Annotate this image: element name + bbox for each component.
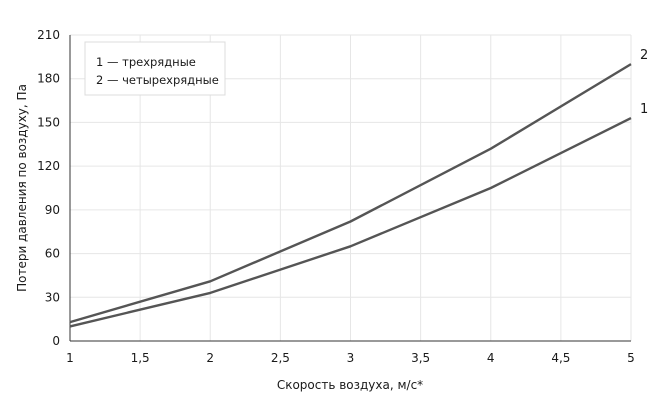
series-end-label-1: 1 bbox=[640, 102, 648, 117]
x-tick-label: 4 bbox=[487, 351, 495, 365]
x-tick-label: 2 bbox=[206, 351, 214, 365]
x-tick-label: 3 bbox=[347, 351, 355, 365]
legend: 1 — трехрядные 2 — четырехрядные bbox=[84, 41, 226, 96]
y-tick-label: 0 bbox=[52, 334, 60, 348]
x-tick-label: 1,5 bbox=[131, 351, 150, 365]
legend-item-1: 1 — трехрядные bbox=[96, 55, 196, 69]
y-tick-label: 150 bbox=[37, 115, 60, 129]
x-tick-label: 5 bbox=[627, 351, 635, 365]
y-tick-label: 90 bbox=[45, 203, 60, 217]
x-tick-label: 3,5 bbox=[411, 351, 430, 365]
series-end-label-2: 2 bbox=[640, 48, 648, 63]
x-axis-label: Скорость воздуха, м/с* bbox=[277, 378, 423, 392]
y-tick-label: 210 bbox=[37, 28, 60, 42]
legend-box bbox=[84, 41, 226, 96]
y-tick-label: 180 bbox=[37, 72, 60, 86]
y-axis-ticks: 0 30 60 90 120 150 180 210 bbox=[37, 28, 60, 348]
y-axis-label: Потери давления по воздуху, Па bbox=[15, 84, 29, 292]
x-axis-ticks: 1 1,5 2 2,5 3 3,5 4 4,5 5 bbox=[66, 351, 635, 365]
series-line-2 bbox=[69, 63, 632, 324]
series-line-1 bbox=[69, 117, 632, 328]
x-tick-label: 2,5 bbox=[271, 351, 290, 365]
y-tick-label: 30 bbox=[45, 290, 60, 304]
series-lines: 12 bbox=[69, 48, 648, 328]
x-tick-label: 1 bbox=[66, 351, 74, 365]
axes bbox=[69, 35, 631, 342]
y-tick-label: 120 bbox=[37, 159, 60, 173]
x-tick-label: 4,5 bbox=[551, 351, 570, 365]
y-tick-label: 60 bbox=[45, 247, 60, 261]
legend-item-2: 2 — четырехрядные bbox=[96, 73, 219, 87]
